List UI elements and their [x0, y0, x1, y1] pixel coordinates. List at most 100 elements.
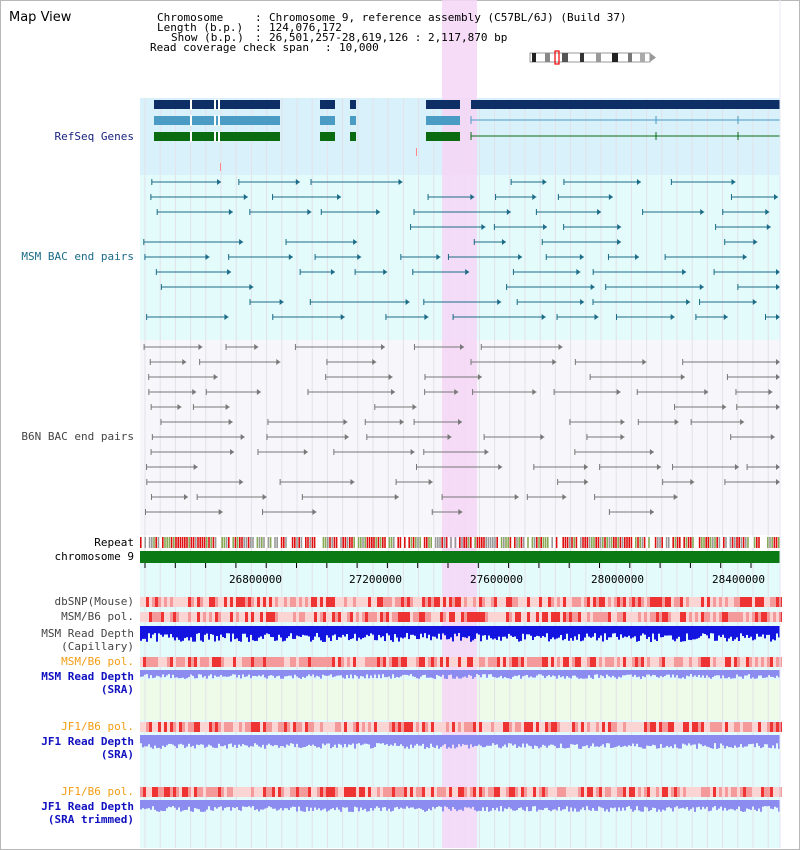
msm-pol-cell: [260, 612, 263, 622]
track-label-msm-b6-pol-sra[interactable]: MSM/B6 pol.: [61, 655, 134, 668]
jf1-trimmed-depth-bar: [228, 800, 230, 808]
dbsnp-cell: [149, 597, 152, 607]
track-label-msm-depth-capillary[interactable]: MSM Read Depth: [41, 627, 134, 640]
msm-capillary-depth-bar: [140, 626, 142, 641]
jf1-pol-cell: [365, 722, 368, 732]
jf1-trimmed-depth-bar: [384, 800, 386, 808]
track-label-dbsnp[interactable]: dbSNP(Mouse): [54, 595, 134, 608]
msm-pol-cell: [476, 612, 479, 622]
jf1-trimmed-depth-bar: [524, 800, 526, 811]
msm-capillary-depth-bar: [426, 626, 428, 639]
msm-pol-cell: [320, 612, 323, 622]
repeat-mark: [234, 537, 237, 548]
jf1-pol-2-cell: [608, 787, 611, 797]
msm-capillary-depth-bar: [580, 626, 582, 642]
jf1-depth-bar: [380, 735, 382, 744]
msm-sra-depth-bar: [606, 670, 608, 675]
jf1-depth-bar: [258, 735, 260, 747]
jf1-trimmed-depth-bar: [642, 800, 644, 812]
jf1-trimmed-depth-bar: [750, 800, 752, 810]
jf1-pol-cell: [665, 722, 668, 732]
jf1-pol-cell: [170, 722, 173, 732]
jf1-depth-bar: [194, 735, 196, 749]
jf1-pol-2-cell: [245, 787, 248, 797]
msm-sra-pol-cell: [158, 657, 161, 667]
track-label-jf1-depth[interactable]: JF1 Read Depth: [41, 735, 134, 748]
gene-marker: [220, 163, 221, 171]
jf1-pol-cell: [500, 722, 503, 732]
jf1-pol-cell: [164, 722, 167, 732]
msm-pol-cell: [191, 612, 194, 622]
track-label-jf1-b6-pol[interactable]: JF1/B6 pol.: [61, 720, 134, 733]
jf1-depth-bar: [624, 735, 626, 746]
msm-pol-cell: [776, 612, 779, 622]
jf1-pol-2-cell: [161, 787, 164, 797]
msm-sra-depth-bar: [162, 670, 164, 675]
msm-capillary-depth-bar: [144, 626, 146, 639]
page-title: Map View: [9, 10, 72, 25]
jf1-depth-bar: [372, 735, 374, 749]
jf1-pol-2-cell: [614, 787, 617, 797]
msm-pol-cell: [494, 612, 497, 622]
b6n-bac-pair-arrow: [394, 494, 399, 500]
msm-sra-pol-cell: [695, 657, 698, 667]
jf1-depth-bar: [168, 735, 170, 744]
jf1-pol-2-cell: [341, 787, 344, 797]
msm-pol-cell: [512, 612, 515, 622]
dbsnp-cell: [545, 597, 548, 607]
jf1-depth-bar: [476, 735, 478, 746]
msm-sra-depth-bar: [318, 670, 320, 677]
msm-sra-pol-cell: [194, 657, 197, 667]
jf1-pol-cell: [704, 722, 707, 732]
track-label-msm-b6-pol[interactable]: MSM/B6 pol.: [61, 610, 134, 623]
dbsnp-cell: [311, 597, 314, 607]
dbsnp-cell: [542, 597, 545, 607]
dbsnp-cell: [245, 597, 248, 607]
dbsnp-cell: [269, 597, 272, 607]
msm-capillary-depth-bar: [404, 626, 406, 638]
msm-sra-pol-cell: [386, 657, 389, 667]
gene-exon: [426, 100, 460, 109]
repeat-mark: [738, 537, 740, 548]
jf1-depth-bar: [206, 735, 208, 747]
jf1-pol-2-cell: [653, 787, 656, 797]
track-label-msm-depth-sra[interactable]: MSM Read Depth: [41, 670, 134, 683]
jf1-trimmed-depth-bar: [160, 800, 162, 811]
b6n-bac-pair-arrow: [540, 434, 545, 440]
msm-capillary-depth-bar: [354, 626, 356, 634]
gene-exon: [320, 132, 335, 141]
jf1-pol-cell: [563, 722, 566, 732]
msm-sra-depth-bar: [664, 670, 666, 676]
msm-capillary-depth-bar: [156, 626, 158, 642]
jf1-trimmed-depth-bar: [572, 800, 574, 812]
msm-sra-depth-bar: [558, 670, 560, 676]
repeat-mark: [250, 537, 252, 548]
msm-pol-cell: [542, 612, 545, 622]
jf1-depth-bar: [540, 735, 542, 748]
msm-capillary-depth-bar: [628, 626, 630, 636]
track-label-msm-bac[interactable]: MSM BAC end pairs: [21, 250, 134, 263]
msm-capillary-depth-bar: [370, 626, 372, 634]
repeat-mark: [751, 537, 754, 548]
dbsnp-cell: [527, 597, 530, 607]
jf1-depth-bar: [572, 735, 574, 745]
jf1-trimmed-depth-bar: [516, 800, 518, 811]
track-label-b6n-bac[interactable]: B6N BAC end pairs: [21, 430, 134, 443]
jf1-pol-cell: [758, 722, 761, 732]
msm-sra-depth-bar: [746, 670, 748, 676]
jf1-depth-bar: [144, 735, 146, 747]
jf1-pol-2-cell: [752, 787, 755, 797]
track-label-jf1-trimmed[interactable]: JF1 Read Depth: [41, 800, 134, 813]
jf1-depth-bar: [414, 735, 416, 746]
msm-sra-depth-bar: [710, 670, 712, 679]
msm-sra-pol-cell: [248, 657, 251, 667]
msm-sra-pol-cell: [608, 657, 611, 667]
repeat-mark: [342, 537, 344, 548]
jf1-trimmed-depth-bar: [508, 800, 510, 808]
dbsnp-cell: [242, 597, 245, 607]
repeat-mark: [511, 537, 514, 548]
track-label-jf1-b6-pol-2[interactable]: JF1/B6 pol.: [61, 785, 134, 798]
track-label-refseq[interactable]: RefSeq Genes: [54, 130, 134, 143]
track-label-repeat[interactable]: Repeat: [94, 536, 134, 549]
